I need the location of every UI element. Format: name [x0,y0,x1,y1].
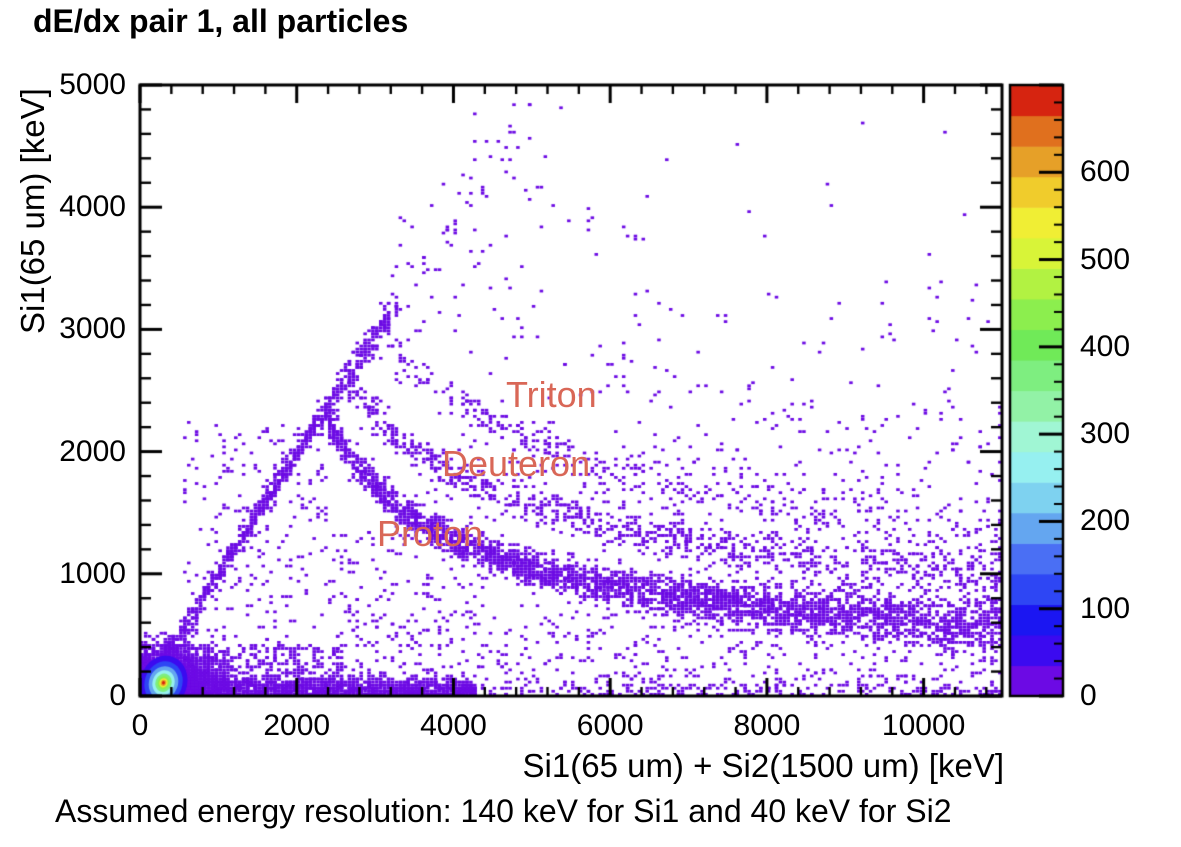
annotation-proton: Proton [376,512,484,554]
x-tick-label-6000: 6000 [576,709,644,742]
colorbar-tick-label-100: 100 [1080,591,1131,625]
colorbar-tick-label-400: 400 [1080,329,1131,363]
x-axis-title: Si1(65 um) + Si2(1500 um) [keV] [522,747,1004,784]
colorbar-tick-label-0: 0 [1080,679,1097,712]
y-tick-label-3000: 3000 [59,312,126,346]
colorbar-tick-label-500: 500 [1080,242,1131,276]
y-tick-label-4000: 4000 [59,190,126,224]
x-tick-label-8000: 8000 [733,709,801,742]
x-tick-label-10000: 10000 [881,709,966,742]
y-tick-label-0: 0 [109,679,126,712]
annotation-triton: Triton [505,374,597,416]
y-axis-title: Si1(65 um) [keV] [14,88,51,334]
y-tick-label-2000: 2000 [59,434,126,468]
x-tick-label-2000: 2000 [263,709,331,742]
y-tick-label-5000: 5000 [59,68,126,101]
colorbar-tick-label-300: 300 [1080,417,1131,451]
y-tick-label-1000: 1000 [59,556,126,590]
colorbar-tick-label-600: 600 [1080,155,1131,189]
annotation-deuteron: Deuteron [442,442,591,484]
x-tick-label-0: 0 [131,709,149,742]
figure-caption: Assumed energy resolution: 140 keV for S… [55,793,952,829]
x-tick-label-4000: 4000 [420,709,487,742]
chart-title: dE/dx pair 1, all particles [33,3,409,39]
colorbar-tick-label-200: 200 [1080,504,1131,538]
